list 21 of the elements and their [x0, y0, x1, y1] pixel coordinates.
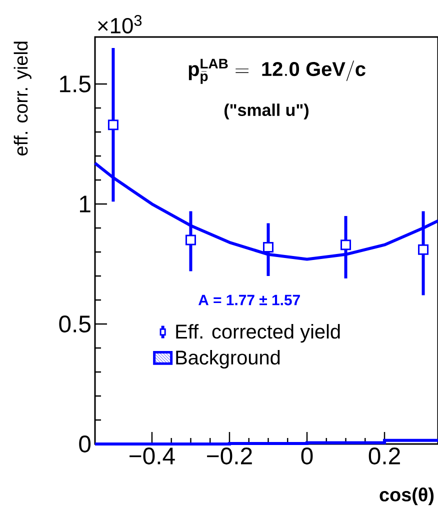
x-tick-label: −0.2	[207, 448, 252, 464]
text: ("small u")	[224, 104, 308, 120]
y-tick-label: 0.5	[59, 316, 90, 332]
y-tick-label: 0	[79, 436, 91, 452]
point	[108, 120, 118, 130]
x-tick-label: −0.4	[130, 448, 175, 464]
legend-label: Eff. corrected yield	[176, 324, 340, 343]
x-tick-label: 0	[301, 448, 313, 464]
annotation: A = 1.77 ± 1.57	[198, 294, 300, 306]
y-tick-label: 1	[80, 196, 90, 212]
x-axis-title: cos(θ)	[380, 488, 434, 506]
point	[340, 240, 352, 250]
y-tick-label: 1.5	[60, 76, 90, 92]
text: ×10$^{3}$	[98, 15, 142, 34]
point	[418, 244, 429, 255]
y-axis-title: eff. corr. yield	[14, 42, 32, 156]
x-tick-label: 0.2	[368, 448, 400, 464]
legend-label: Background	[176, 350, 280, 369]
point	[262, 242, 274, 252]
text: $\mathbf{p}^{\mathbf{LAB}}_{\bar{\mathbf{p}}}\mathbf{\;=\;12.0\;GeV/c}$	[188, 58, 366, 84]
point	[185, 234, 196, 246]
